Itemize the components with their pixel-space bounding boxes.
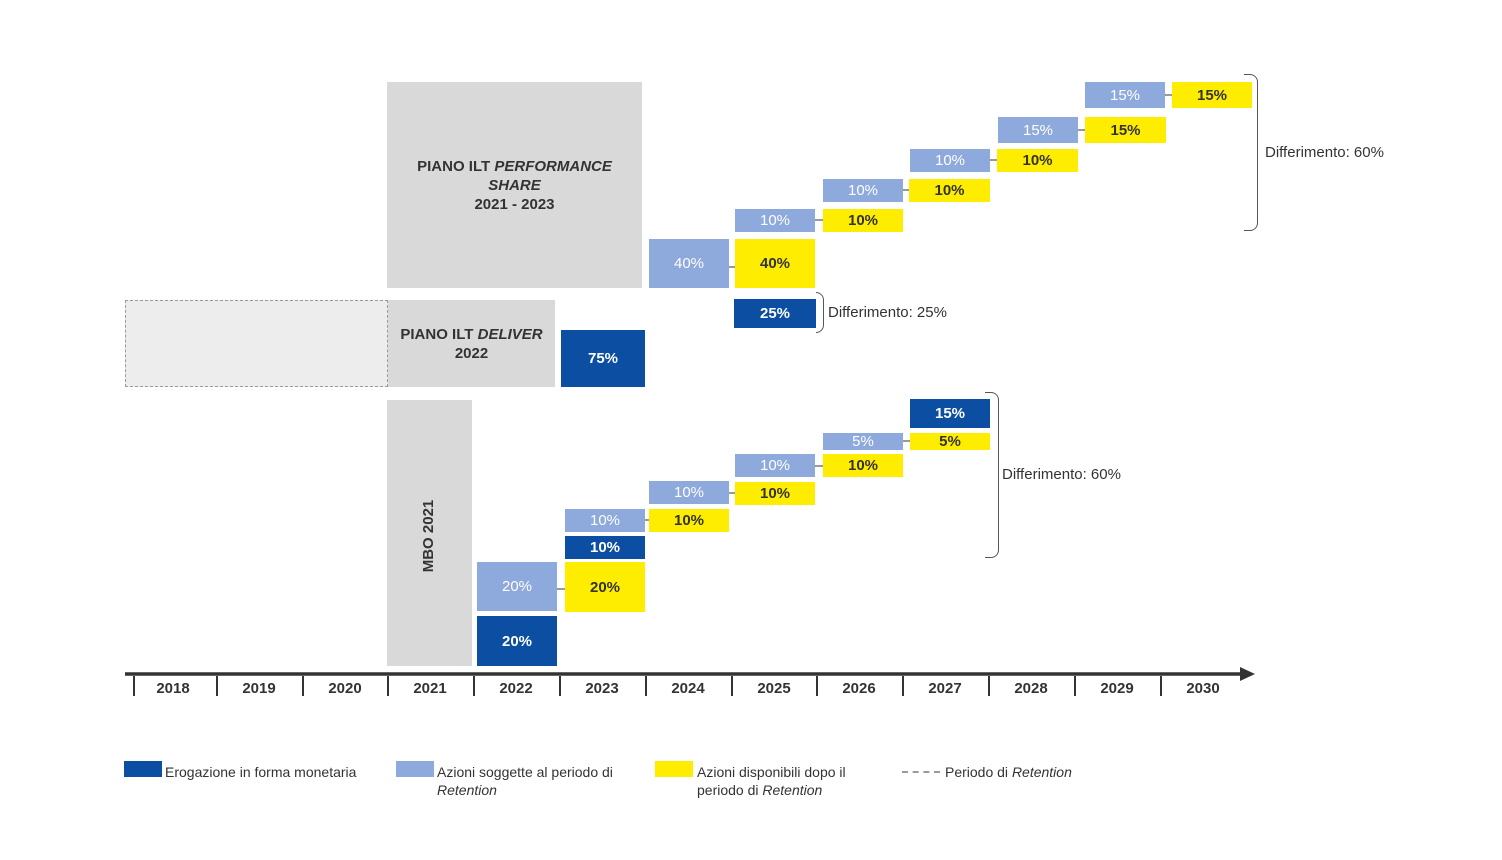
year-label-2024: 2024 bbox=[671, 680, 705, 697]
year-label-2025: 2025 bbox=[757, 680, 791, 697]
retention-dash bbox=[729, 492, 735, 494]
mbo-2025-retention-10: 10% bbox=[735, 454, 815, 477]
year-tick bbox=[473, 676, 475, 696]
mbo-2023-available-20: 20% bbox=[565, 562, 645, 612]
performance-deferral-brace bbox=[1244, 74, 1258, 231]
year-tick bbox=[1160, 676, 1162, 696]
year-label-2029: 2029 bbox=[1100, 680, 1134, 697]
year-tick bbox=[902, 676, 904, 696]
timeline-axis bbox=[125, 667, 1255, 681]
retention-dash bbox=[815, 465, 823, 467]
retention-dash bbox=[990, 159, 997, 161]
legend-period-dash bbox=[902, 771, 940, 773]
retention-dash bbox=[645, 519, 649, 521]
year-label-2023: 2023 bbox=[585, 680, 619, 697]
deliver-deferral-brace bbox=[816, 292, 824, 333]
ps-2024-retention-40: 40% bbox=[649, 239, 729, 288]
retention-dash bbox=[815, 219, 823, 221]
ps-2025-available-40: 40% bbox=[735, 239, 815, 288]
retention-dash bbox=[903, 189, 909, 191]
plan-deliver-year: 2022 bbox=[454, 344, 489, 362]
ps-2029-retention-15: 15% bbox=[1085, 82, 1165, 108]
mbo-2023-retention-10: 10% bbox=[565, 509, 645, 532]
year-tick bbox=[816, 676, 818, 696]
mbo-deferral-brace bbox=[985, 392, 999, 558]
timeline-arrowhead bbox=[1240, 667, 1255, 681]
plan-performance-share: PIANO ILT PERFORMANCE SHARE 2021 - 2023 bbox=[387, 82, 642, 288]
plan-performance-share-years: 2021 - 2023 bbox=[474, 195, 555, 213]
legend-cash-label: Erogazione in forma monetaria bbox=[165, 764, 357, 780]
plan-performance-share-line1: PIANO ILT PERFORMANCE bbox=[417, 157, 612, 175]
ps-2027-retention-10: 10% bbox=[910, 149, 990, 172]
year-tick bbox=[559, 676, 561, 696]
legend-period-label: Periodo di Retention bbox=[945, 764, 1072, 780]
year-tick bbox=[133, 676, 135, 696]
year-label-2026: 2026 bbox=[842, 680, 876, 697]
performance-deferral-label: Differimento: 60% bbox=[1265, 144, 1384, 161]
ps-2025-retention-10: 10% bbox=[735, 209, 815, 232]
plan-deliver-prior-period bbox=[125, 300, 388, 387]
year-tick bbox=[387, 676, 389, 696]
retention-dash bbox=[1078, 129, 1085, 131]
mbo-2022-retention-20: 20% bbox=[477, 562, 557, 611]
mbo-deferral-label: Differimento: 60% bbox=[1002, 466, 1121, 483]
retention-dash bbox=[729, 266, 735, 268]
year-label-2018: 2018 bbox=[156, 680, 190, 697]
legend-retention-label: Azioni soggette al periodo di Retention bbox=[437, 764, 613, 798]
ps-2029-available-15: 15% bbox=[1085, 117, 1166, 143]
deliver-2025-cash-25: 25% bbox=[734, 299, 816, 328]
year-tick bbox=[988, 676, 990, 696]
mbo-2027-cash-15: 15% bbox=[910, 399, 990, 428]
ps-2026-retention-10: 10% bbox=[823, 179, 903, 202]
mbo-2022-cash-20: 20% bbox=[477, 616, 557, 666]
year-tick bbox=[731, 676, 733, 696]
retention-dash bbox=[903, 440, 910, 442]
plan-mbo-label: MBO 2021 bbox=[420, 499, 437, 573]
ps-2026-available-10: 10% bbox=[823, 209, 903, 232]
year-label-2028: 2028 bbox=[1014, 680, 1048, 697]
year-tick bbox=[216, 676, 218, 696]
mbo-2024-available-10: 10% bbox=[649, 509, 729, 532]
year-label-2021: 2021 bbox=[413, 680, 447, 697]
ps-2028-retention-15: 15% bbox=[998, 117, 1078, 143]
legend-retention-swatch bbox=[396, 761, 434, 777]
year-tick bbox=[302, 676, 304, 696]
retention-dash bbox=[557, 588, 565, 590]
retention-dash bbox=[1165, 94, 1172, 96]
plan-deliver: PIANO ILT DELIVER 2022 bbox=[388, 300, 555, 387]
mbo-2023-cash-10: 10% bbox=[565, 536, 645, 559]
year-label-2022: 2022 bbox=[499, 680, 533, 697]
plan-performance-share-line2: SHARE bbox=[488, 176, 541, 194]
year-label-2020: 2020 bbox=[328, 680, 362, 697]
mbo-2026-available-10: 10% bbox=[823, 454, 903, 477]
ps-2028-available-10: 10% bbox=[997, 149, 1078, 172]
legend-available-swatch bbox=[655, 761, 693, 777]
mbo-2027-available-5: 5% bbox=[910, 433, 990, 450]
deliver-deferral-label: Differimento: 25% bbox=[828, 304, 947, 321]
year-tick bbox=[645, 676, 647, 696]
ps-2030-available-15: 15% bbox=[1172, 82, 1252, 108]
ps-2027-available-10: 10% bbox=[909, 179, 990, 202]
legend-available-label: Azioni disponibili dopo il periodo di Re… bbox=[697, 764, 846, 798]
year-label-2027: 2027 bbox=[928, 680, 962, 697]
year-label-2019: 2019 bbox=[242, 680, 276, 697]
legend-cash-swatch bbox=[124, 761, 162, 777]
year-label-2030: 2030 bbox=[1186, 680, 1220, 697]
plan-mbo bbox=[387, 400, 472, 666]
deliver-2023-cash-75: 75% bbox=[561, 330, 645, 387]
mbo-2024-retention-10: 10% bbox=[649, 481, 729, 504]
mbo-2026-retention-5: 5% bbox=[823, 433, 903, 450]
year-tick bbox=[1074, 676, 1076, 696]
plan-deliver-line1: PIANO ILT DELIVER bbox=[400, 325, 543, 343]
mbo-2025-available-10: 10% bbox=[735, 482, 815, 505]
